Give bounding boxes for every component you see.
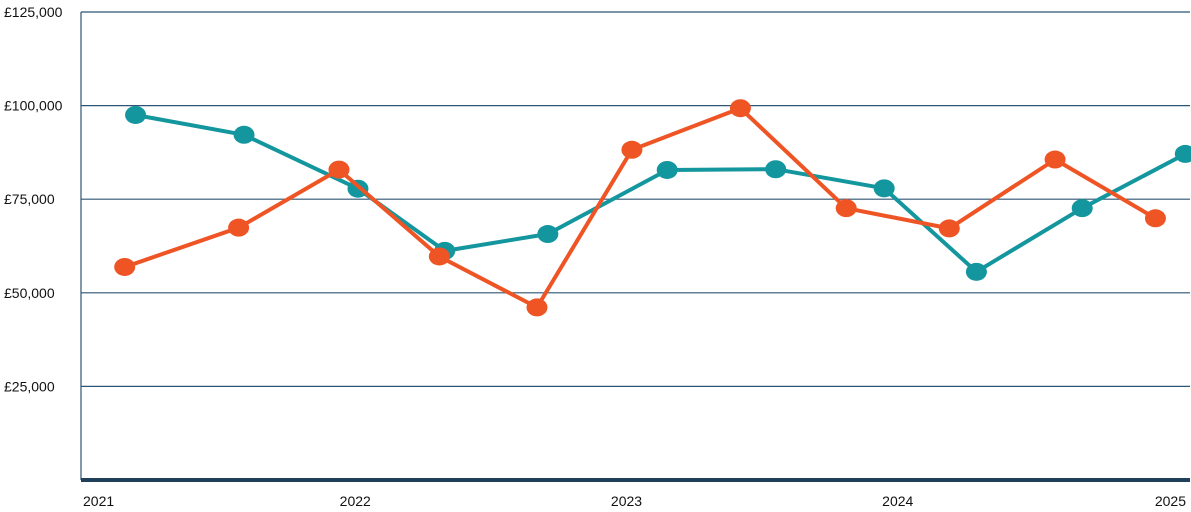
y-tick-label: £25,000 [4,378,55,394]
data-point [1044,150,1066,169]
data-point [526,298,548,317]
data-point [1174,144,1191,163]
data-point [765,160,787,179]
data-point [328,160,350,179]
data-point [938,219,960,238]
axes [80,12,1190,482]
data-point [1144,209,1166,228]
data-point [114,257,136,276]
grid-lines [81,11,1190,387]
data-point [656,160,678,179]
data-point [729,99,751,118]
data-point [537,225,559,244]
data-point [965,262,987,281]
data-point [621,140,643,159]
y-tick-label: £75,000 [4,191,55,207]
x-tick-label: 2025 [1155,493,1186,509]
x-tick-label: 2021 [83,493,114,509]
y-tick-labels: £25,000 £50,000 £75,000 £100,000 £125,000 [4,4,63,394]
data-point [125,105,147,124]
data-point [873,179,895,198]
data-point [233,125,255,144]
series-2 [114,99,1166,317]
x-tick-label: 2024 [882,493,913,509]
y-tick-label: £100,000 [4,98,63,114]
data-point [428,247,450,266]
x-tick-label: 2022 [340,493,371,509]
y-tick-label: £50,000 [4,285,55,301]
y-tick-label: £125,000 [4,4,63,20]
series-1 [125,105,1191,281]
data-point [228,218,250,237]
series-line [122,106,1158,310]
series-layer [114,99,1191,317]
data-point [1071,199,1093,218]
x-tick-labels: 2021 2022 2023 2024 2025 [83,493,1186,509]
data-point [835,199,857,218]
x-tick-label: 2023 [611,493,642,509]
